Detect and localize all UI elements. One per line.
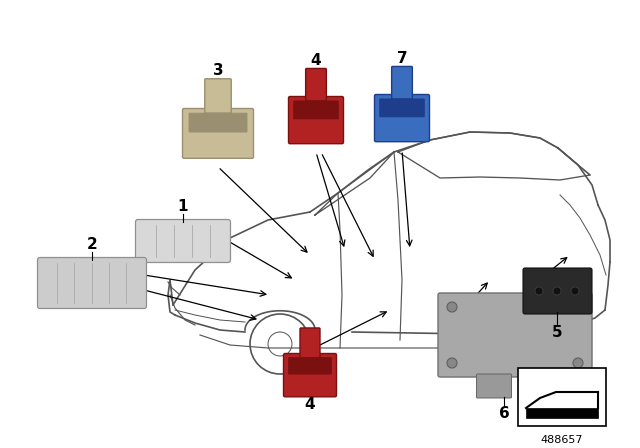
Bar: [518, 368, 606, 426]
FancyBboxPatch shape: [523, 268, 592, 314]
FancyBboxPatch shape: [284, 353, 337, 397]
Circle shape: [573, 358, 583, 368]
Text: 1: 1: [178, 198, 188, 214]
FancyBboxPatch shape: [306, 69, 326, 101]
FancyBboxPatch shape: [136, 220, 230, 263]
Text: 7: 7: [397, 51, 407, 66]
Bar: [526, 408, 598, 418]
Text: 4: 4: [310, 53, 321, 68]
Text: 4: 4: [305, 397, 316, 412]
FancyBboxPatch shape: [477, 374, 511, 398]
Circle shape: [447, 302, 457, 312]
FancyBboxPatch shape: [380, 99, 424, 117]
Circle shape: [573, 302, 583, 312]
Circle shape: [553, 287, 561, 295]
FancyBboxPatch shape: [205, 79, 231, 113]
FancyBboxPatch shape: [294, 101, 339, 119]
Text: 488657: 488657: [541, 435, 583, 445]
FancyBboxPatch shape: [289, 96, 344, 144]
Text: 3: 3: [212, 63, 223, 78]
FancyBboxPatch shape: [38, 258, 147, 309]
FancyBboxPatch shape: [392, 66, 412, 99]
FancyBboxPatch shape: [300, 328, 320, 358]
FancyBboxPatch shape: [182, 108, 253, 158]
Text: 5: 5: [552, 324, 563, 340]
FancyBboxPatch shape: [438, 293, 592, 377]
Circle shape: [535, 287, 543, 295]
Text: 2: 2: [86, 237, 97, 251]
Text: 6: 6: [499, 405, 509, 421]
Circle shape: [571, 287, 579, 295]
FancyBboxPatch shape: [189, 113, 247, 132]
Circle shape: [447, 358, 457, 368]
FancyBboxPatch shape: [374, 95, 429, 142]
FancyBboxPatch shape: [289, 358, 332, 374]
